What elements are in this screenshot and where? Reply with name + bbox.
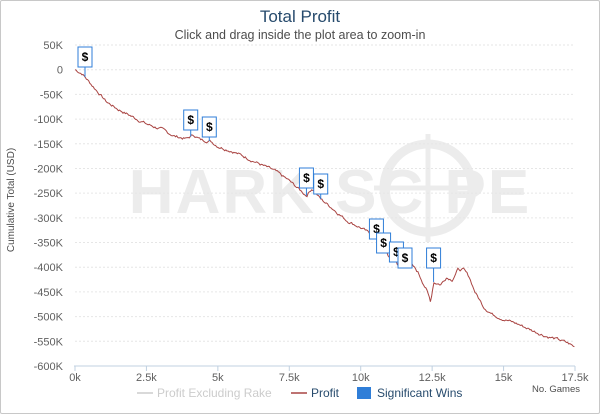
legend-label: Significant Wins xyxy=(377,386,462,400)
profit-line xyxy=(74,69,575,348)
significant-win-flag[interactable]: $ xyxy=(426,247,442,283)
y-tick-label: -500K xyxy=(34,312,64,324)
significant-win-flag[interactable]: $ xyxy=(201,116,217,142)
y-axis-ticks: 50K 0 -50K -100K -150K -200K -250K -300K -350K -4… xyxy=(34,40,64,373)
y-tick-label: 0 xyxy=(57,65,63,77)
significant-win-flag[interactable]: $ xyxy=(376,232,392,254)
x-tick-label: 15k xyxy=(495,372,513,384)
legend-item[interactable]: Significant Wins xyxy=(357,386,462,400)
y-tick-label: -50K xyxy=(40,89,64,101)
y-tick-label: -200K xyxy=(34,163,64,175)
x-tick-label: 7.5k xyxy=(279,372,300,384)
flag-label: $ xyxy=(373,222,380,236)
y-tick-label: -150K xyxy=(34,139,64,151)
significant-win-flag[interactable]: $ xyxy=(77,46,93,78)
significant-wins-flags[interactable]: $$ $$ $$$$ $ $ xyxy=(77,46,442,283)
significant-win-flag[interactable]: $ xyxy=(298,167,314,196)
x-tick-label: 12.5k xyxy=(419,372,446,384)
series-group xyxy=(74,69,575,348)
x-tick-label: 10k xyxy=(352,372,370,384)
flag-label: $ xyxy=(380,236,387,250)
y-tick-label: -300K xyxy=(34,213,64,225)
x-axis-label: No. Games xyxy=(532,384,580,395)
significant-win-flag[interactable]: $ xyxy=(313,173,329,200)
significant-win-flag[interactable]: $ xyxy=(183,109,199,137)
flag-label: $ xyxy=(393,245,400,259)
flag-label: $ xyxy=(206,120,213,134)
legend-label: Profit Excluding Rake xyxy=(157,386,272,400)
flag-label: $ xyxy=(187,113,194,127)
significant-win-flag[interactable]: $ xyxy=(397,247,413,269)
flag-label: $ xyxy=(303,171,310,185)
legend-item[interactable]: Profit Excluding Rake xyxy=(137,386,272,400)
x-tick-label: 17.5k xyxy=(562,372,589,384)
y-tick-label: -400K xyxy=(34,262,64,274)
x-tick-label: 0k xyxy=(69,372,81,384)
y-tick-label: 50K xyxy=(43,40,63,52)
y-tick-label: -600K xyxy=(34,361,64,373)
y-tick-label: -550K xyxy=(34,336,64,348)
chart-title: Total Profit xyxy=(259,7,341,26)
y-tick-label: -450K xyxy=(34,287,64,299)
y-tick-label: -100K xyxy=(34,114,64,126)
x-tick-label: 5k xyxy=(212,372,224,384)
legend-item[interactable]: Profit xyxy=(291,386,340,400)
chart-subtitle: Click and drag inside the plot area to z… xyxy=(174,28,426,42)
flag-label: $ xyxy=(430,251,437,265)
legend-swatch xyxy=(357,387,371,399)
flag-label: $ xyxy=(317,177,324,191)
y-axis-label: Cumulative Total (USD) xyxy=(6,148,17,252)
flag-label: $ xyxy=(402,251,409,265)
y-tick-label: -250K xyxy=(34,188,64,200)
y-tick-label: -350K xyxy=(34,238,64,250)
legend-label: Profit xyxy=(311,386,340,400)
flag-label: $ xyxy=(82,50,89,64)
x-axis-ticks: 0k 2.5k 5k 7.5k 10k 12.5k 15k 17.5k xyxy=(69,366,589,384)
legend[interactable]: Profit Excluding Rake Profit Significant W… xyxy=(137,386,462,400)
x-tick-label: 2.5k xyxy=(136,372,157,384)
